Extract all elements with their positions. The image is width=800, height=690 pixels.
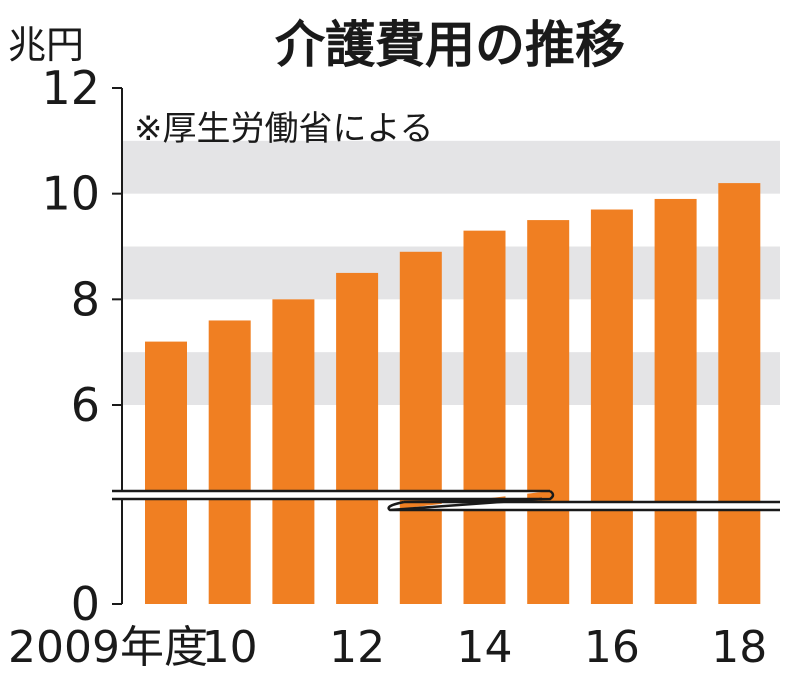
axis-break-gap (0, 491, 800, 510)
source-note: ※厚生労働省による (134, 109, 433, 149)
chart-title: 介護費用の推移 (275, 16, 625, 74)
bar (145, 341, 187, 604)
bar (336, 272, 379, 604)
y-axis (112, 87, 123, 605)
x-tick-label: 12 (329, 622, 385, 673)
axis-break-line (403, 489, 780, 504)
bar (527, 220, 570, 605)
bar (399, 251, 442, 605)
x-tick-label: 2009年度 (8, 622, 208, 673)
y-unit-label: 兆円 (8, 23, 84, 67)
axis-break-line (387, 497, 780, 512)
y-tick-label: 12 (41, 61, 100, 115)
bar (463, 230, 506, 604)
bars (145, 183, 761, 605)
bar (654, 198, 697, 604)
bar (718, 183, 761, 604)
grid-band (122, 140, 780, 194)
y-tick-label: 6 (71, 378, 100, 432)
axis-break (0, 489, 800, 512)
y-tick-label: 10 (41, 167, 100, 221)
bar (590, 209, 633, 604)
y-tick-label: 8 (71, 272, 100, 326)
x-tick-label: 14 (457, 622, 513, 673)
y-tick-labels: 0 6 8 10 12 (41, 61, 100, 631)
y-tick-label: 0 (71, 577, 100, 631)
x-tick-label: 18 (711, 622, 767, 673)
x-tick-label: 16 (584, 622, 640, 673)
x-tick-label: 10 (202, 622, 258, 673)
bar (272, 299, 315, 604)
bar (208, 320, 251, 604)
